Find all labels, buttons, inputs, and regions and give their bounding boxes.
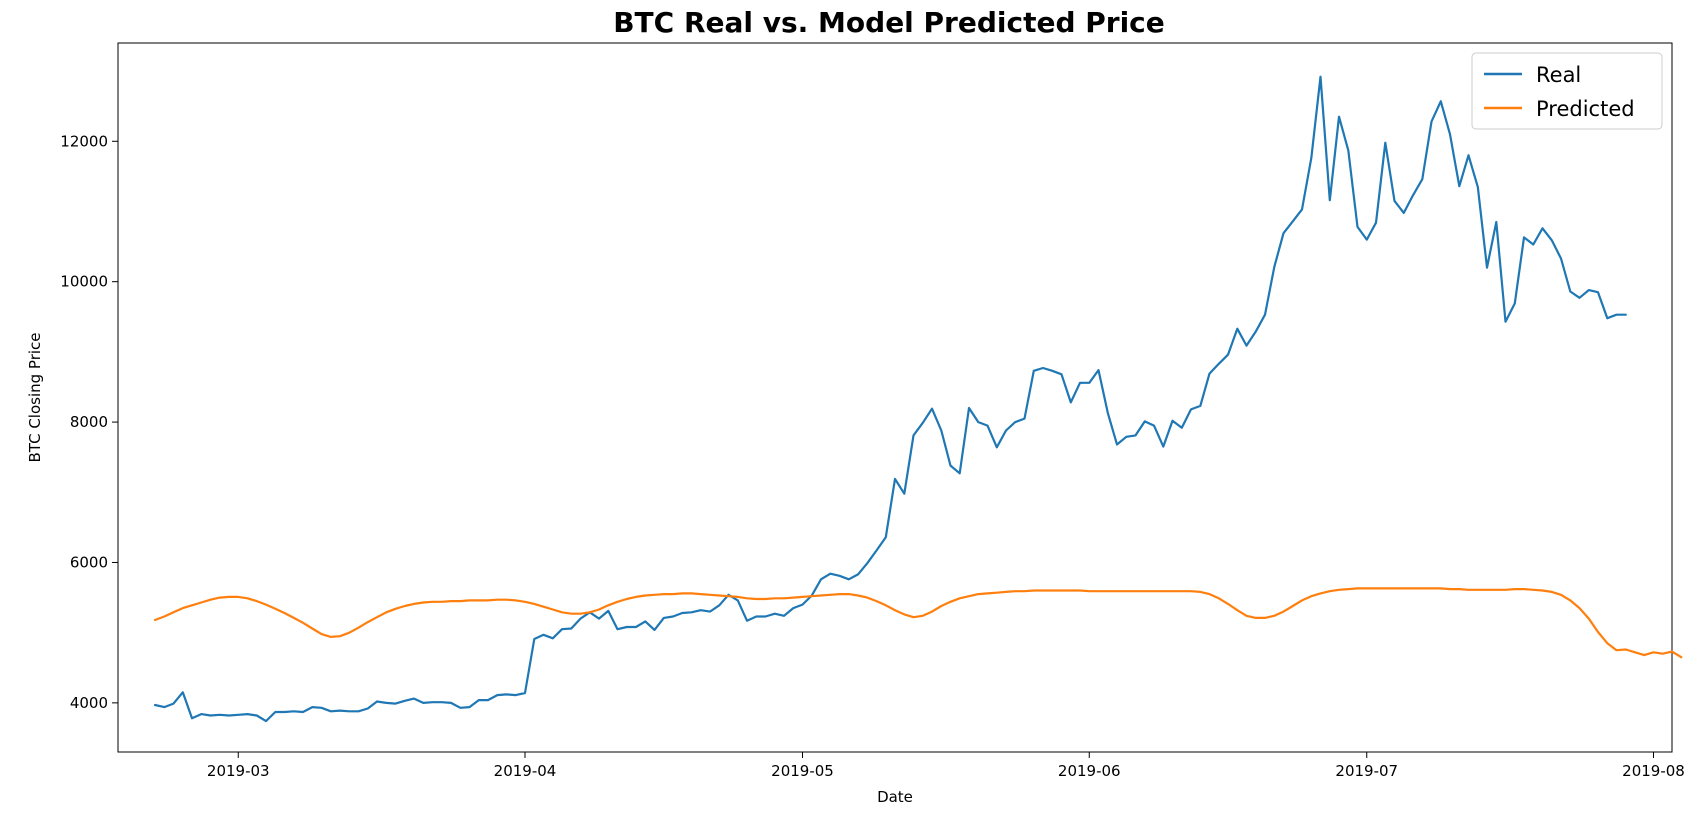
x-tick-label: 2019-08 — [1622, 762, 1685, 780]
x-axis-label: Date — [877, 788, 913, 806]
x-tick-label: 2019-07 — [1335, 762, 1398, 780]
legend-box — [1471, 52, 1663, 130]
legend: Real Predicted — [1471, 52, 1663, 130]
series-layer — [153, 75, 1683, 723]
x-tick-label: 2019-06 — [1058, 762, 1121, 780]
y-axis: 4000 6000 8000 10000 12000 — [60, 132, 118, 712]
x-tick-label: 2019-03 — [207, 762, 270, 780]
series-line-predicted — [153, 587, 1683, 659]
y-tick-label: 6000 — [70, 553, 108, 571]
x-tick-label: 2019-05 — [771, 762, 834, 780]
y-axis-label: BTC Closing Price — [26, 332, 44, 462]
legend-label: Predicted — [1536, 97, 1635, 121]
y-tick-label: 12000 — [60, 132, 108, 150]
plot-area — [117, 42, 1683, 753]
y-tick-label: 4000 — [70, 694, 108, 712]
chart-title: BTC Real vs. Model Predicted Price — [613, 6, 1165, 39]
x-axis: 2019-03 2019-04 2019-05 2019-06 2019-07 2019-… — [207, 752, 1685, 780]
y-tick-label: 10000 — [60, 273, 108, 291]
x-tick-label: 2019-04 — [494, 762, 557, 780]
y-tick-label: 8000 — [70, 413, 108, 431]
plot-frame — [117, 42, 1673, 753]
legend-label: Real — [1536, 63, 1581, 87]
series-line-real — [153, 75, 1627, 723]
